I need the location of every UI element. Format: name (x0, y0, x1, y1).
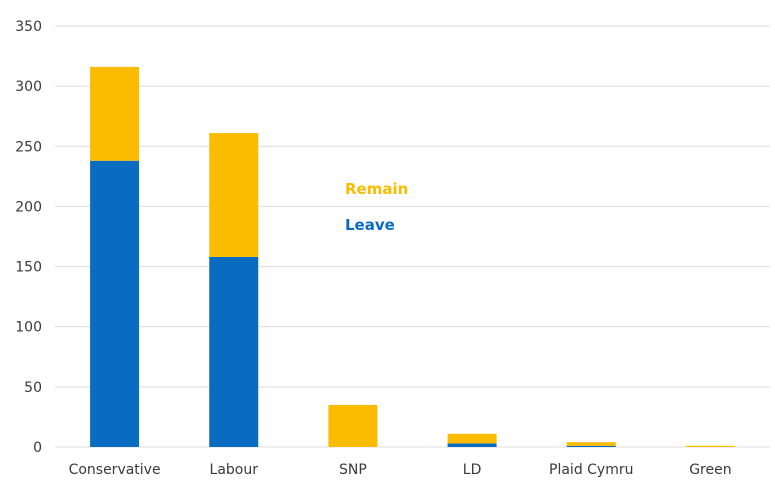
bar-leave-labour (209, 256, 259, 447)
x-tick-label: SNP (339, 462, 367, 478)
y-tick-label: 300 (15, 79, 42, 95)
legend-item-remain: Remain (345, 180, 408, 198)
x-tick-label: Labour (210, 462, 259, 478)
y-tick-label: 250 (15, 139, 42, 155)
bar-leave-ld (447, 443, 497, 447)
bars (90, 66, 735, 447)
bar-leave-conservative (90, 160, 140, 447)
y-tick-label: 200 (15, 199, 42, 215)
bar-remain-plaid-cymru (566, 442, 616, 446)
x-tick-label: Plaid Cymru (549, 462, 633, 478)
bar-remain-green (685, 445, 735, 447)
bar-remain-snp (328, 404, 378, 447)
x-tick-label: Green (689, 462, 731, 478)
bar-leave-plaid-cymru (566, 445, 616, 447)
x-tick-label: Conservative (69, 462, 161, 478)
legend-item-leave: Leave (345, 216, 395, 234)
x-axis-labels: Conservative Labour SNP LD Plaid Cymru Green (69, 462, 732, 478)
y-tick-label: 100 (15, 320, 42, 336)
legend: Remain Leave (345, 180, 408, 234)
bar-remain-conservative (90, 66, 140, 161)
gridlines (55, 25, 770, 448)
x-tick-label: LD (463, 462, 482, 478)
y-tick-label: 0 (33, 440, 42, 456)
y-tick-label: 350 (15, 19, 42, 35)
y-axis-ticks: 0 50 100 150 200 250 300 350 (15, 19, 42, 456)
bar-remain-ld (447, 433, 497, 444)
bar-remain-labour (209, 133, 259, 257)
y-tick-label: 150 (15, 260, 42, 276)
y-tick-label: 50 (24, 380, 42, 396)
